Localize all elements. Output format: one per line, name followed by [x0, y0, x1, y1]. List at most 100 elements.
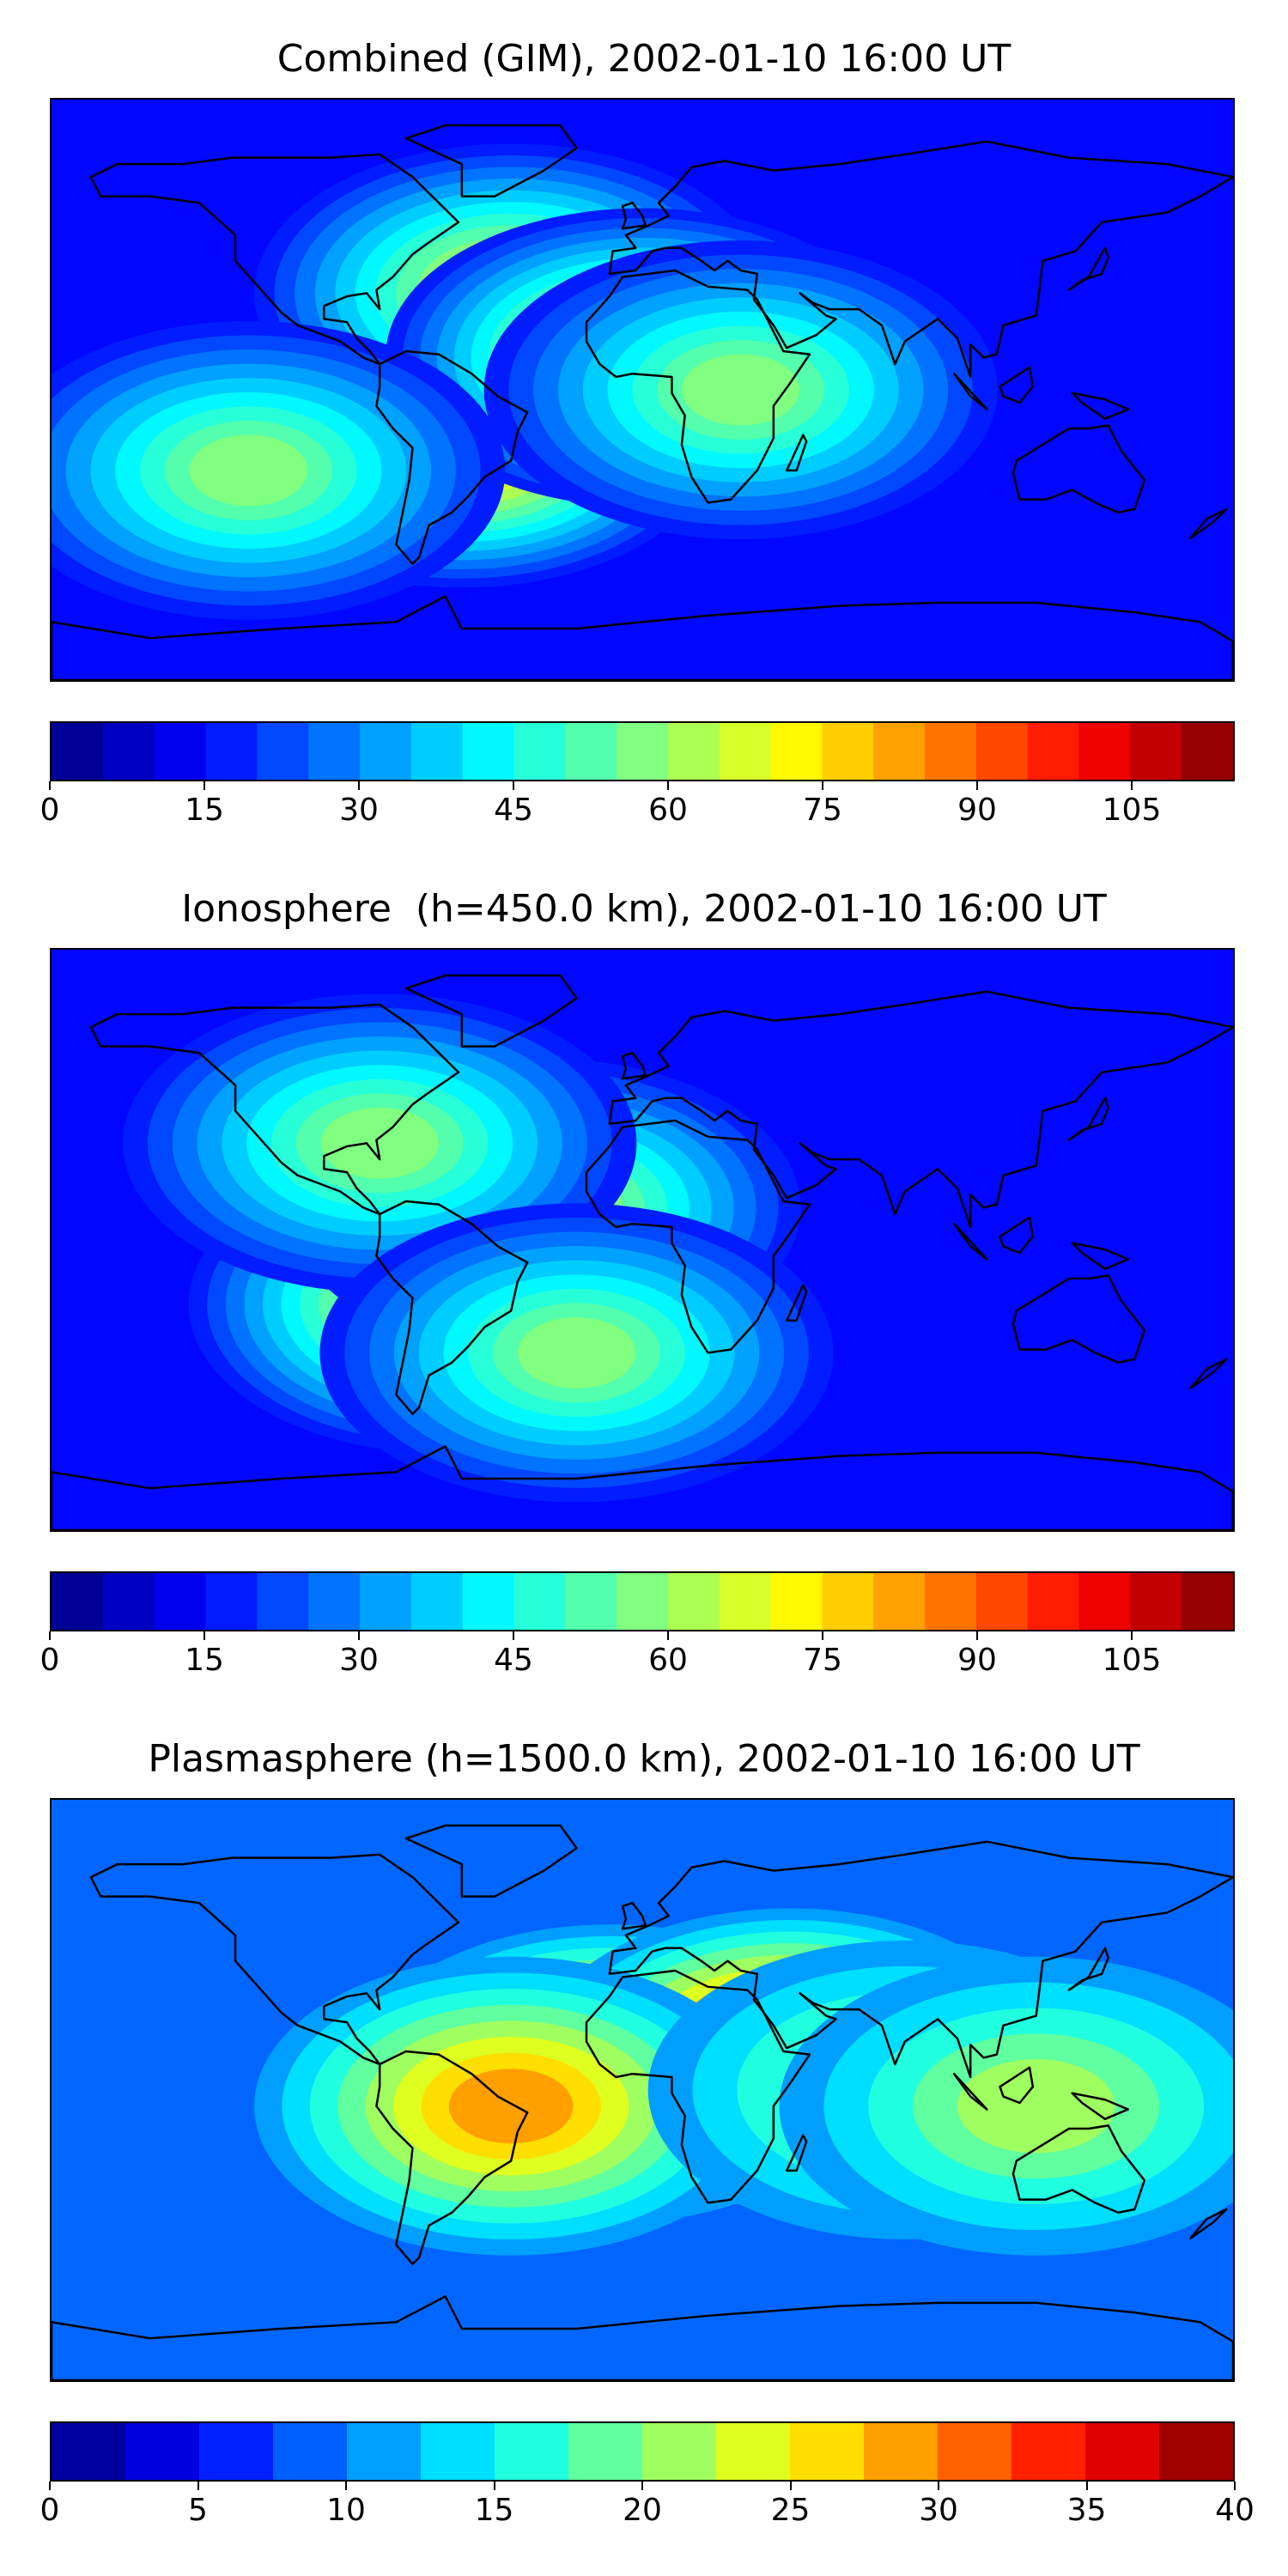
coastline — [608, 990, 1233, 1229]
colorbar-segment — [495, 2423, 569, 2480]
coastline — [375, 2050, 529, 2266]
contour-level — [448, 2069, 574, 2144]
colorbar-tick — [49, 781, 51, 790]
colorbar-tick-label: 45 — [494, 1643, 533, 1678]
coastlines — [52, 124, 1233, 680]
chart-title: Ionosphere (h=450.0 km), 2002-01-10 16:0… — [181, 887, 1107, 931]
colorbar-segment — [565, 1573, 617, 1630]
colorbar-segment — [257, 1573, 309, 1630]
colorbar-tick-label: 0 — [39, 793, 60, 828]
coastline — [52, 595, 1233, 680]
colorbar-segment — [421, 2423, 495, 2480]
colorbar-segment — [125, 2423, 200, 2480]
contour-level — [517, 1317, 636, 1388]
colorbar — [50, 2421, 1235, 2482]
coastline — [1012, 1274, 1146, 1364]
colorbar — [50, 1571, 1235, 1631]
heatmap-svg — [52, 950, 1233, 1530]
coastline — [1189, 507, 1228, 540]
colorbar-tick — [976, 781, 978, 790]
colorbar-tick — [641, 2482, 643, 2490]
colorbar-tick — [204, 781, 205, 790]
coastline — [1189, 1358, 1228, 1390]
colorbar-tick-label: 60 — [648, 1643, 688, 1678]
colorbar-segment — [1027, 723, 1080, 780]
colorbar-segment — [1159, 2423, 1233, 2480]
colorbar-tick — [938, 2482, 939, 2490]
colorbar-tick — [822, 1631, 823, 1640]
feature-5 — [52, 320, 506, 620]
coastline — [375, 1200, 529, 1416]
colorbar-tick — [1131, 1631, 1133, 1640]
colorbar-tick — [493, 2482, 495, 2490]
coastline — [89, 153, 460, 366]
colorbar-segment — [513, 1573, 566, 1630]
chart-title: Plasmasphere (h=1500.0 km), 2002-01-10 1… — [148, 1737, 1140, 1781]
colorbar-tick-label: 10 — [326, 2493, 366, 2528]
coastline — [785, 434, 808, 472]
colorbar-segment — [102, 723, 155, 780]
colorbar-segment — [102, 1573, 155, 1630]
chart-title: Combined (GIM), 2002-01-10 16:00 UT — [276, 37, 1012, 81]
contour-level — [957, 2059, 1115, 2154]
colorbar-tick-label: 0 — [39, 1643, 60, 1678]
colorbar-segment — [975, 723, 1029, 780]
colorbar-segment — [822, 1573, 874, 1630]
colorbar-tick — [667, 781, 669, 790]
colorbar-tick-label: 30 — [339, 793, 379, 828]
colorbar-tick — [1085, 2482, 1088, 2490]
coastline — [404, 1824, 578, 1898]
colorbar-segment — [822, 723, 874, 780]
colorbar-tick — [345, 2482, 347, 2490]
colorbar-tick-label: 60 — [648, 793, 688, 828]
colorbar-segment — [770, 723, 823, 780]
contour-level — [681, 354, 800, 426]
colorbar-tick-label: 30 — [339, 1643, 379, 1678]
coastlines — [52, 1824, 1233, 2380]
contour-level — [189, 434, 308, 507]
coastline — [1071, 1242, 1129, 1271]
colorbar-segment — [1182, 723, 1233, 780]
colorbar-tick — [1131, 781, 1133, 790]
colorbar-segment — [52, 2423, 126, 2480]
heatmap-svg — [52, 100, 1233, 680]
colorbar-tick-label: 15 — [185, 793, 224, 828]
colorbar-segment — [1078, 723, 1131, 780]
coastline — [1071, 2092, 1129, 2121]
map-plot — [50, 1798, 1235, 2382]
colorbar-tick-label: 45 — [494, 793, 533, 828]
coastline — [608, 140, 1233, 379]
coastline — [785, 1284, 808, 1322]
colorbar-tick — [513, 1631, 514, 1640]
colorbar-segment — [257, 723, 309, 780]
coastline — [1067, 1947, 1109, 1991]
colorbar-ticks: 0 5 10 15 20 25 30 35 40 — [40, 2482, 1255, 2533]
colorbar-segment — [347, 2423, 422, 2480]
colorbar-segment — [1130, 1573, 1182, 1630]
colorbar-tick-label: 35 — [1066, 2493, 1107, 2528]
colorbar-segment — [513, 723, 566, 780]
colorbar-tick — [1234, 2482, 1236, 2490]
coastline — [621, 1901, 647, 1930]
colorbar-tick-label: 0 — [39, 2493, 60, 2528]
map-plot — [50, 948, 1235, 1532]
colorbar-tick — [976, 1631, 978, 1640]
colorbar-segment — [205, 723, 258, 780]
colorbar-tick — [204, 1631, 205, 1640]
colorbar — [50, 721, 1235, 781]
coastline — [585, 1119, 811, 1354]
colorbar-tick-label: 75 — [803, 1643, 842, 1678]
coastline — [404, 974, 578, 1048]
coastlines — [52, 974, 1233, 1530]
coastline — [375, 349, 529, 566]
map-plot — [50, 98, 1235, 682]
colorbar-segment — [1078, 1573, 1131, 1630]
colorbar-segment — [359, 723, 412, 780]
coastline — [404, 124, 578, 197]
colorbar-segment — [1182, 1573, 1233, 1630]
coastline — [1071, 392, 1129, 421]
coastline — [89, 1003, 460, 1216]
contour-level — [320, 1107, 439, 1179]
coastline — [952, 1222, 988, 1261]
colorbar-tick-label: 30 — [919, 2493, 958, 2528]
